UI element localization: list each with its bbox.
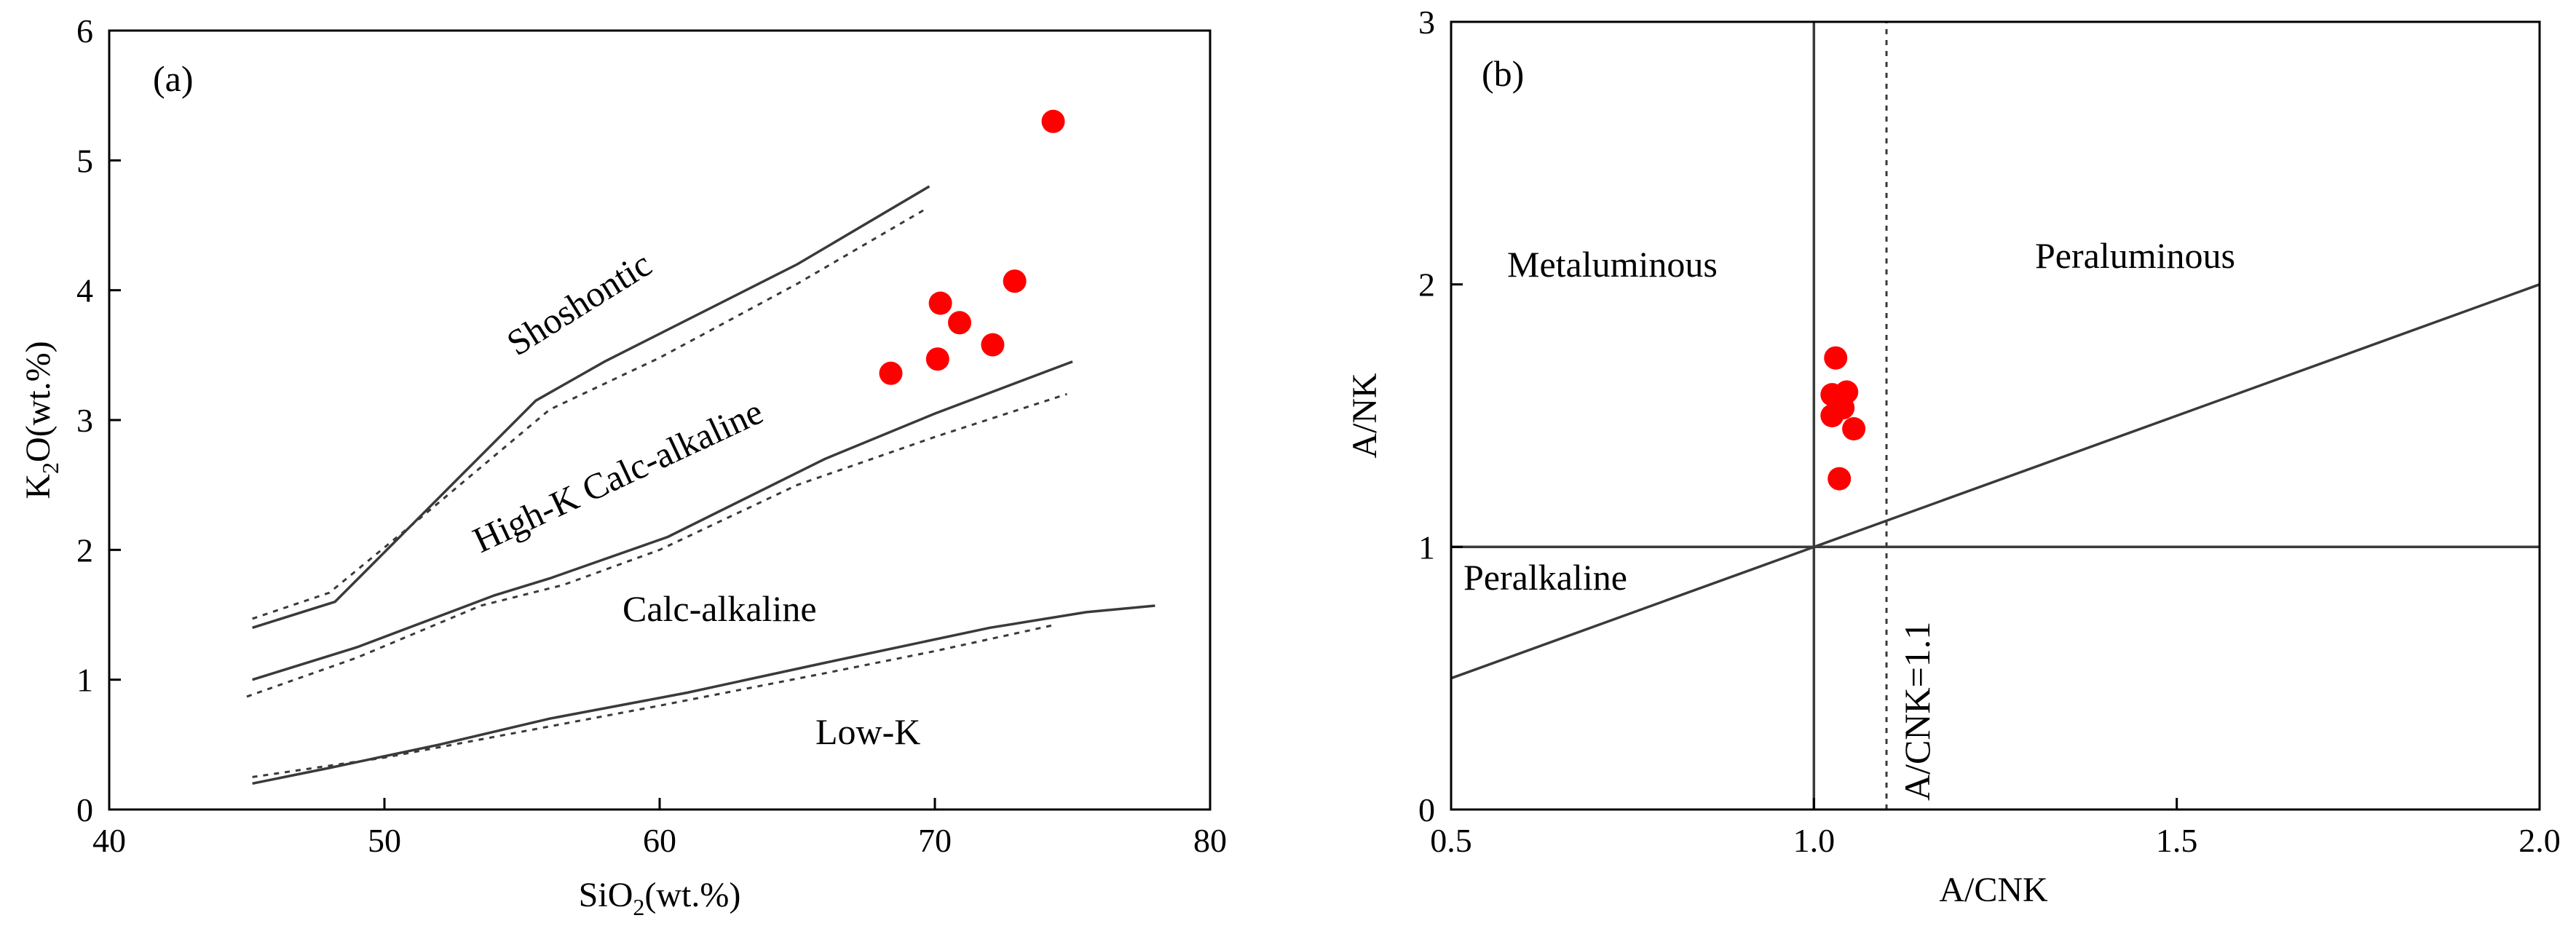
- chart-b-reference-label: A/CNK=1.1: [1897, 622, 1937, 801]
- chart-a-region-high-k-calc-alkaline: High-K Calc-alkaline: [467, 391, 769, 561]
- chart-b-y-tick-label-3: 3: [1418, 4, 1435, 41]
- chart-b-y-tick-label-0: 0: [1418, 791, 1435, 828]
- chart-a-sample-point-1: [1041, 109, 1065, 133]
- chart-b-y-tick-label-1: 1: [1418, 529, 1435, 566]
- chart-b-boundaries: [1450, 22, 2540, 810]
- chart-a-y-tick-label-5: 5: [76, 142, 93, 179]
- chart-a-y-axis-label: K2O(wt.%): [19, 341, 63, 499]
- chart-a-x-tick-label-1: 50: [368, 822, 401, 859]
- chart-a-x-tick-label-0: 40: [92, 822, 126, 859]
- chart-b: 0.5 1.0 1.5 2.0 0 1 2 3 (b) Metaluminous Peral…: [1346, 4, 2561, 909]
- chart-a-sample-point-6: [925, 347, 949, 371]
- chart-b-x-ticks: 0.5 1.0 1.5 2.0: [1430, 798, 2561, 859]
- chart-a-plot-frame: [108, 29, 1212, 811]
- chart-a-panel-label: (a): [153, 58, 194, 99]
- chart-a-sample-point-4: [948, 311, 971, 335]
- chart-b-x-tick-label-0: 0.5: [1430, 822, 1472, 859]
- chart-a-x-tick-label-3: 70: [918, 822, 952, 859]
- chart-b-boundary-diagonal-ank-equals-acnk: [1450, 283, 2540, 680]
- chart-b-y-ticks: 0 1 2 3: [1418, 4, 1463, 828]
- chart-b-region-peraluminous: Peraluminous: [2035, 235, 2235, 276]
- chart-b-sample-point-7: [1828, 467, 1852, 491]
- chart-b-x-tick-label-3: 2.0: [2518, 822, 2561, 859]
- chart-b-plot-frame: [1450, 20, 2541, 811]
- chart-a-x-tick-label-4: 80: [1193, 822, 1227, 859]
- chart-a-boundary-highK-calcalk-dotted: [246, 392, 1067, 698]
- chart-a-y-tick-label-0: 0: [76, 791, 93, 828]
- chart-a-y-tick-label-4: 4: [76, 272, 93, 309]
- chart-a-boundary-shoshonitic-highK-solid: [252, 185, 931, 629]
- chart-b-sample-point-5: [1820, 404, 1844, 427]
- chart-a-x-axis-label: SiO2(wt.%): [579, 876, 741, 920]
- chart-b-x-axis-label: A/CNK: [1939, 871, 2048, 909]
- chart-a-y-tick-label-6: 6: [76, 12, 93, 50]
- chart-a-x-ticks: 40 50 60 70 80: [92, 798, 1227, 859]
- chart-b-region-peralkaline: Peralkaline: [1463, 557, 1627, 598]
- chart-b-region-metaluminous: Metaluminous: [1507, 244, 1718, 285]
- chart-a-region-low-k: Low-K: [815, 711, 920, 752]
- chart-a-boundary-calcalk-lowK-dotted: [252, 624, 1054, 778]
- chart-a-y-ticks: 0 1 2 3 4 5 6: [76, 12, 121, 828]
- chart-a-y-tick-label-2: 2: [76, 531, 93, 569]
- chart-a-sample-point-5: [981, 333, 1005, 357]
- chart-a-sample-point-2: [1003, 269, 1027, 293]
- chart-a-x-tick-label-2: 60: [643, 822, 676, 859]
- chart-a-sample-point-7: [879, 361, 903, 385]
- chart-b-sample-point-6: [1842, 417, 1866, 440]
- chart-b-y-tick-label-2: 2: [1418, 266, 1435, 304]
- chart-a-region-calc-alkaline: Calc-alkaline: [623, 588, 817, 629]
- chart-a-boundaries: [246, 185, 1155, 785]
- chart-a-boundary-highK-calcalk-solid: [252, 360, 1073, 681]
- chart-a-points: [879, 109, 1065, 385]
- chart-a-boundary-shoshonitic-highK-dotted: [252, 207, 928, 620]
- chart-a-y-tick-label-3: 3: [76, 402, 93, 439]
- chart-b-sample-point-1: [1824, 346, 1848, 370]
- chart-b-x-tick-label-1: 1.0: [1793, 822, 1836, 859]
- chart-b-points: [1820, 346, 1866, 491]
- chart-a-sample-point-3: [928, 291, 952, 315]
- chart-a-y-tick-label-1: 1: [76, 662, 93, 699]
- chart-a-boundary-calcalk-lowK-solid: [252, 604, 1155, 785]
- chart-b-x-tick-label-2: 1.5: [2156, 822, 2198, 859]
- chart-b-y-axis-label: A/NK: [1346, 373, 1384, 459]
- chart-b-panel-label: (b): [1482, 53, 1524, 94]
